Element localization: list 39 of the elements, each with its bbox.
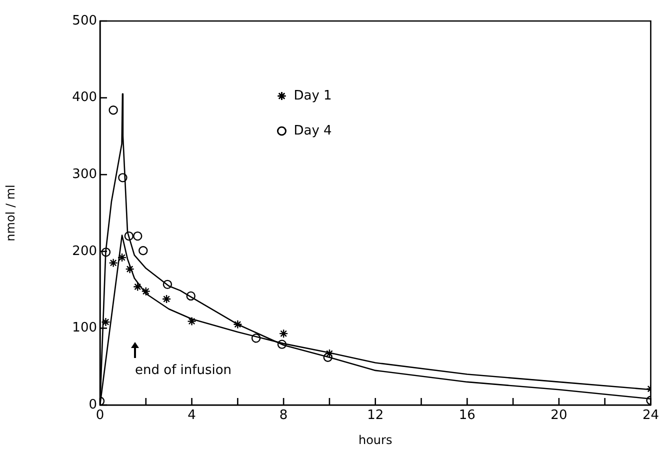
y-tick-label: 500: [72, 13, 97, 28]
x-tick-label: 20: [550, 408, 568, 424]
point: [251, 334, 261, 343]
x-tick-label: 24: [642, 408, 659, 424]
point: [187, 316, 196, 326]
point: [162, 280, 172, 290]
point: [118, 173, 128, 182]
point: [101, 317, 110, 327]
x-tick-label: 12: [367, 408, 384, 424]
x-tick-label: 4: [188, 408, 196, 424]
y-tick-label: 0: [88, 397, 97, 412]
point: [125, 264, 134, 274]
point: [133, 282, 142, 292]
point: [233, 320, 242, 329]
point: [277, 340, 287, 349]
point: [101, 248, 111, 257]
legend-label: Day 4: [294, 123, 332, 138]
point: [108, 258, 118, 268]
point: [133, 231, 142, 241]
point: [124, 231, 134, 241]
x-tick-label: 8: [279, 408, 288, 424]
y-axis-title: nmol / ml: [3, 184, 18, 242]
y-tick-label: 300: [72, 166, 97, 182]
y-tick-label: 100: [72, 320, 97, 336]
point: [323, 352, 332, 362]
point: [117, 252, 127, 262]
y-tick-label: 400: [72, 90, 97, 106]
y-tick-label: 200: [72, 244, 97, 259]
x-axis-title: hours: [358, 432, 392, 447]
point: [141, 286, 150, 296]
legend-label: Day 1: [294, 88, 332, 104]
point: [186, 291, 196, 301]
annotation: end of infusion: [135, 362, 232, 378]
point: [138, 246, 148, 256]
point: [278, 328, 288, 338]
point: [324, 348, 334, 358]
x-tick-label: 16: [458, 408, 476, 424]
point: [162, 294, 172, 304]
point: [108, 105, 118, 115]
